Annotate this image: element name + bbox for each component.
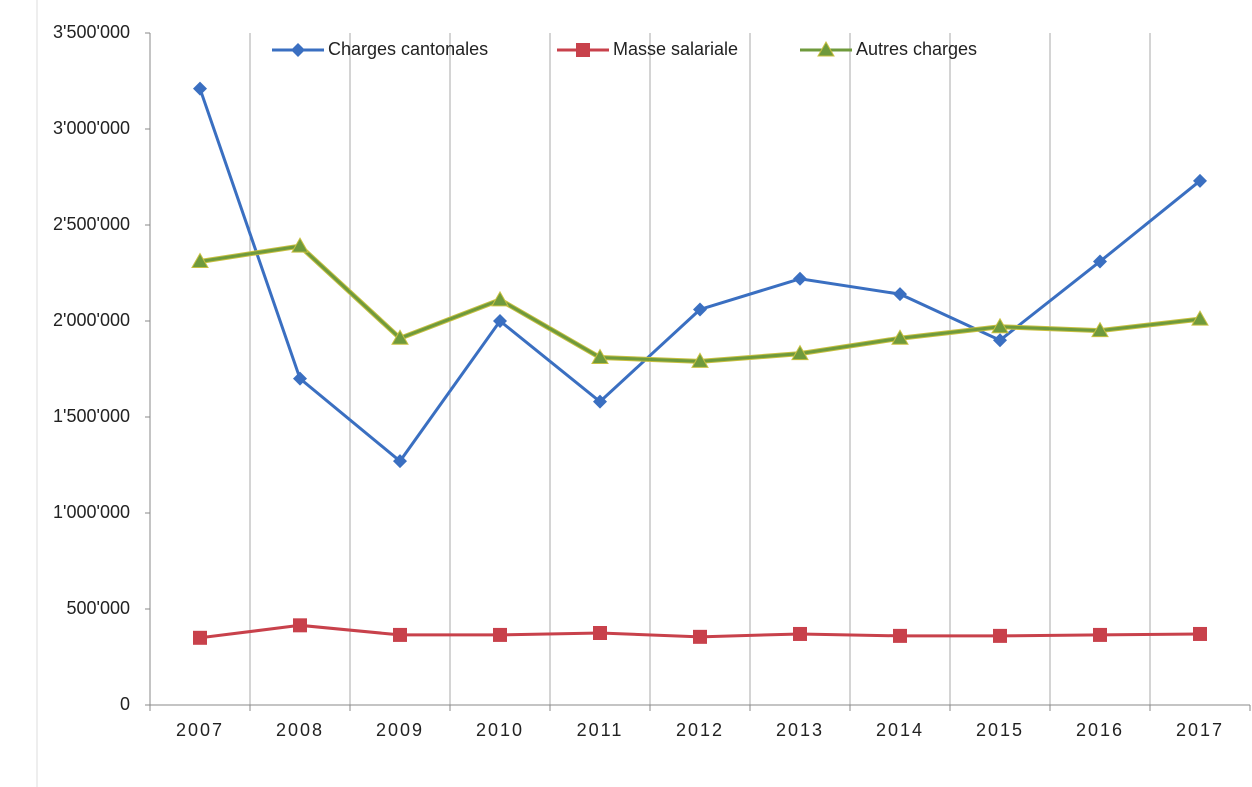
point	[1093, 254, 1107, 269]
legend-marker	[291, 43, 305, 57]
point	[1093, 627, 1107, 642]
y-tick-label: 3'000'000	[53, 118, 130, 138]
x-tick-label: 2009	[376, 720, 424, 740]
x-tick-label: 2012	[676, 720, 724, 740]
legend-marker	[576, 43, 590, 57]
point	[293, 618, 307, 633]
x-tick-label: 2014	[876, 720, 924, 740]
point	[793, 271, 807, 286]
point	[593, 626, 607, 640]
point	[693, 629, 707, 644]
x-tick-label: 2007	[176, 720, 224, 740]
point	[291, 237, 309, 253]
point	[593, 394, 607, 409]
point	[791, 344, 809, 361]
point	[1193, 626, 1207, 641]
y-tick-label: 2'000'000	[53, 310, 130, 330]
point	[493, 314, 507, 328]
point	[391, 329, 409, 345]
point	[691, 352, 709, 368]
point	[293, 371, 307, 386]
point	[693, 302, 707, 317]
point	[793, 626, 807, 641]
point	[991, 317, 1009, 334]
legend-label: Masse salariale	[613, 39, 738, 59]
point	[491, 290, 509, 307]
y-tick-label: 500'000	[66, 598, 130, 618]
point	[893, 287, 907, 302]
x-tick-label: 2017	[1176, 720, 1224, 740]
point	[993, 628, 1007, 643]
point	[393, 454, 407, 469]
point	[591, 348, 609, 364]
point	[193, 630, 207, 645]
x-tick-label: 2008	[276, 720, 324, 740]
y-tick-label: 1'000'000	[53, 502, 130, 522]
point	[893, 628, 907, 643]
legend-label: Charges cantonales	[328, 39, 488, 59]
point	[993, 333, 1007, 348]
x-tick-label: 2011	[577, 720, 624, 740]
point	[493, 627, 507, 642]
y-tick-label: 0	[120, 694, 130, 714]
point	[193, 81, 207, 96]
point	[1091, 321, 1109, 338]
x-tick-label: 2010	[476, 720, 524, 740]
y-tick-label: 2'500'000	[53, 214, 130, 234]
y-tick-label: 1'500'000	[53, 406, 130, 426]
point	[393, 627, 407, 642]
x-tick-label: 2013	[776, 720, 824, 740]
y-tick-label: 3'500'000	[53, 22, 130, 42]
legend-label: Autres charges	[856, 39, 977, 59]
x-tick-label: 2015	[976, 720, 1024, 740]
point	[1193, 173, 1207, 188]
legend-marker	[817, 40, 835, 57]
point	[1191, 310, 1209, 326]
point	[891, 329, 909, 345]
x-tick-label: 2016	[1076, 720, 1124, 740]
point	[191, 252, 209, 268]
